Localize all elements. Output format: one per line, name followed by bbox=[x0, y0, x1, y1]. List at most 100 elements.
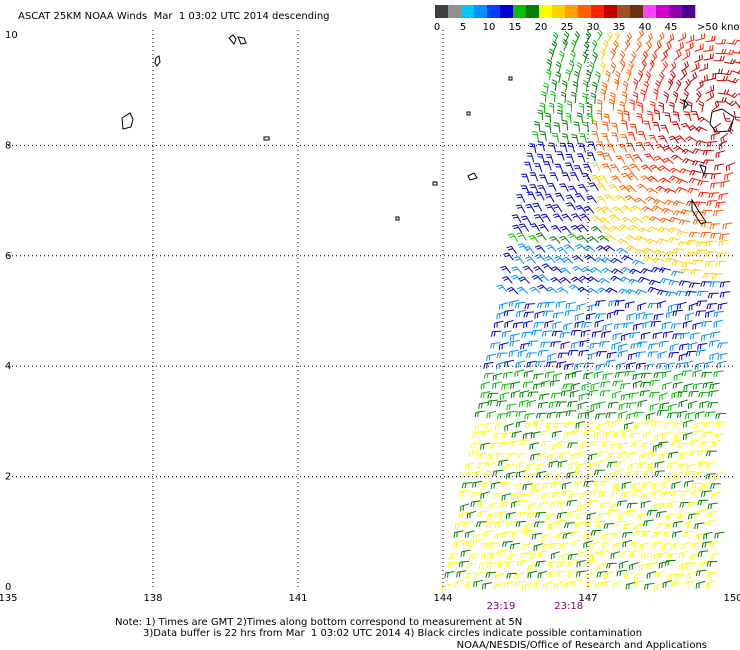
wind-barb bbox=[554, 581, 564, 590]
colorbar-label: 15 bbox=[509, 22, 522, 33]
wind-barb bbox=[635, 40, 642, 53]
wind-barb bbox=[621, 120, 628, 131]
wind-barb bbox=[620, 550, 631, 558]
wind-barb bbox=[526, 360, 537, 368]
wind-barb bbox=[724, 100, 737, 107]
wind-barb bbox=[523, 320, 533, 329]
wind-barb bbox=[688, 302, 699, 311]
wind-barb bbox=[465, 563, 477, 569]
wind-barb bbox=[665, 250, 678, 257]
wind-barb bbox=[616, 500, 628, 507]
colorbar-label: 25 bbox=[561, 22, 574, 33]
wind-barb bbox=[544, 193, 555, 203]
wind-barb bbox=[475, 521, 487, 527]
wind-barb bbox=[486, 521, 497, 528]
wind-barb bbox=[556, 151, 565, 161]
wind-barb bbox=[712, 68, 723, 75]
wind-barb bbox=[642, 313, 654, 320]
wind-barb bbox=[554, 472, 565, 480]
wind-barb bbox=[516, 452, 527, 460]
wind-barb bbox=[532, 202, 543, 212]
wind-barb bbox=[693, 54, 703, 63]
wind-barb bbox=[680, 541, 691, 550]
wind-barb bbox=[623, 110, 630, 122]
wind-barb bbox=[571, 341, 581, 349]
wind-barb bbox=[677, 442, 689, 449]
wind-barb bbox=[629, 268, 642, 275]
wind-barb bbox=[665, 291, 678, 297]
wind-barb bbox=[458, 560, 470, 568]
wind-barb bbox=[474, 423, 485, 432]
wind-barb bbox=[646, 187, 659, 194]
wind-barb bbox=[453, 530, 464, 538]
wind-barb bbox=[531, 329, 543, 336]
wind-barb bbox=[579, 133, 587, 143]
wind-barb bbox=[577, 224, 589, 232]
wind-barb bbox=[631, 440, 641, 448]
wind-barb bbox=[577, 286, 590, 293]
wind-barb bbox=[537, 274, 550, 282]
wind-barb bbox=[610, 257, 623, 264]
wind-barb bbox=[688, 282, 701, 288]
wind-barb bbox=[524, 161, 533, 172]
wind-barb bbox=[685, 561, 696, 570]
wind-barb bbox=[546, 286, 558, 294]
wind-barb bbox=[578, 102, 585, 114]
wind-barb bbox=[714, 163, 725, 171]
wind-barb bbox=[651, 489, 662, 498]
wind-barb bbox=[599, 480, 611, 487]
wind-barb bbox=[706, 200, 718, 206]
wind-barb bbox=[637, 399, 648, 408]
wind-barb bbox=[597, 235, 610, 242]
wind-barb bbox=[685, 34, 695, 44]
wind-barb bbox=[697, 449, 709, 457]
wind-barb bbox=[713, 370, 724, 378]
wind-barb bbox=[590, 174, 601, 184]
wind-barb bbox=[625, 234, 638, 241]
wind-barb bbox=[595, 313, 606, 320]
wind-barb bbox=[672, 422, 683, 429]
wind-barb bbox=[589, 542, 600, 549]
wind-barb bbox=[661, 60, 669, 73]
wind-barb bbox=[505, 511, 516, 520]
wind-barb bbox=[579, 441, 589, 449]
wind-barb bbox=[682, 157, 695, 164]
wind-barb bbox=[627, 131, 636, 142]
wind-barb bbox=[581, 321, 592, 329]
wind-barb bbox=[562, 532, 573, 540]
wind-barb bbox=[677, 463, 689, 470]
wind-barb bbox=[480, 381, 491, 390]
wind-barb bbox=[555, 401, 567, 408]
wind-barb bbox=[570, 329, 582, 336]
wind-barb bbox=[648, 450, 660, 458]
wind-barb bbox=[626, 313, 637, 321]
wind-barb bbox=[582, 163, 593, 173]
wind-barb bbox=[568, 185, 578, 195]
wind-barb bbox=[485, 571, 497, 578]
wind-barb bbox=[613, 78, 620, 91]
wind-barb bbox=[621, 91, 628, 104]
wind-barb bbox=[462, 472, 473, 479]
wind-barb bbox=[442, 583, 452, 592]
wind-barb bbox=[613, 482, 624, 490]
wind-barb bbox=[524, 303, 536, 310]
wind-barb bbox=[597, 175, 609, 184]
wind-barb bbox=[677, 410, 688, 418]
colorbar-label: 20 bbox=[535, 22, 548, 33]
wind-barb bbox=[633, 523, 644, 531]
wind-barb bbox=[612, 419, 623, 428]
wind-barb bbox=[627, 172, 639, 181]
wind-barb bbox=[625, 185, 637, 193]
wind-barb bbox=[520, 552, 531, 559]
note-line: NOAA/NESDIS/Office of Research and Appli… bbox=[457, 640, 707, 650]
wind-barb bbox=[542, 581, 553, 590]
wind-barb bbox=[652, 257, 665, 264]
wind-barb bbox=[510, 390, 521, 399]
wind-barb bbox=[652, 443, 663, 452]
wind-barb bbox=[659, 71, 665, 84]
wind-barb bbox=[561, 119, 569, 131]
wind-barb bbox=[590, 382, 600, 391]
wind-barb bbox=[661, 321, 672, 330]
wind-barb bbox=[575, 521, 586, 529]
